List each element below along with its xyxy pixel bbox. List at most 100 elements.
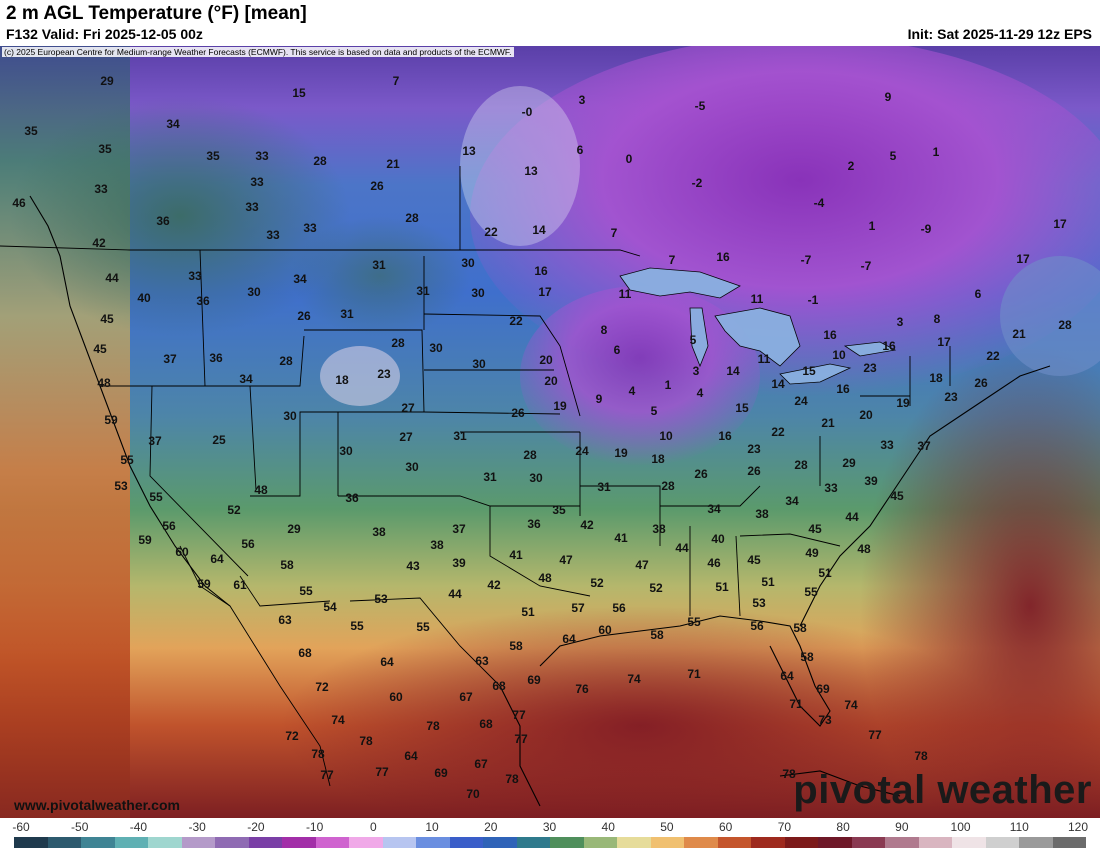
temperature-label: 5 [689, 333, 697, 347]
temperature-label: 78 [914, 749, 928, 763]
colorbar-swatch [449, 837, 483, 848]
temperature-label: 44 [105, 271, 119, 285]
colorbar-tick-label: 100 [950, 820, 971, 834]
colorbar-swatch [248, 837, 282, 848]
temperature-label: 63 [278, 613, 292, 627]
temperature-label: 39 [864, 474, 878, 488]
temperature-label: 52 [649, 581, 663, 595]
temperature-label: 11 [757, 352, 771, 366]
temperature-label: 55 [299, 584, 313, 598]
init-time: Init: Sat 2025-11-29 12z EPS [907, 26, 1092, 42]
colorbar-swatch [349, 837, 383, 848]
temperature-label: 1 [932, 145, 940, 159]
colorbar-tick-label: 40 [601, 820, 615, 834]
temperature-label: 22 [484, 225, 498, 239]
temperature-label: 30 [472, 357, 486, 371]
colorbar-swatch [1019, 837, 1053, 848]
temperature-label: 16 [716, 250, 730, 264]
temperature-map[interactable]: (c) 2025 European Centre for Medium-rang… [0, 46, 1100, 818]
colorbar-swatch [617, 837, 651, 848]
temperature-label: 55 [687, 615, 701, 629]
temperature-label: 58 [800, 650, 814, 664]
temperature-label: 34 [785, 494, 799, 508]
temperature-label: 45 [100, 312, 114, 326]
temperature-label: 36 [209, 351, 223, 365]
temperature-label: 24 [794, 394, 808, 408]
temperature-label: 3 [578, 93, 586, 107]
temperature-label: 67 [474, 757, 488, 771]
colorbar-swatch [885, 837, 919, 848]
temperature-label: 5 [889, 149, 897, 163]
temperature-label: 78 [311, 747, 325, 761]
temperature-label: 29 [100, 74, 114, 88]
temperature-label: 28 [1058, 318, 1072, 332]
temperature-label: 73 [818, 713, 832, 727]
temperature-label: 44 [845, 510, 859, 524]
temperature-label: 38 [372, 525, 386, 539]
temperature-label: 44 [448, 587, 462, 601]
temperature-label: 53 [752, 596, 766, 610]
temperature-label: 23 [944, 390, 958, 404]
temperature-label: 36 [156, 214, 170, 228]
temperature-label: 37 [163, 352, 177, 366]
temperature-label: 8 [600, 323, 608, 337]
temperature-label: 20 [544, 374, 558, 388]
temperature-label: 51 [761, 575, 775, 589]
temperature-label: 20 [539, 353, 553, 367]
temperature-label: 31 [340, 307, 354, 321]
colorbar-tick-label: 50 [660, 820, 674, 834]
temperature-label: 6 [974, 287, 982, 301]
temperature-label: 9 [884, 90, 892, 104]
temperature-label: 16 [823, 328, 837, 342]
temperature-label: 17 [1053, 217, 1067, 231]
temperature-label: 11 [750, 292, 764, 306]
copyright-notice: (c) 2025 European Centre for Medium-rang… [2, 47, 514, 57]
colorbar-tick-label: 60 [718, 820, 733, 834]
temperature-label: 35 [206, 149, 220, 163]
temperature-label: 25 [212, 433, 226, 447]
temperature-label: 18 [335, 373, 349, 387]
temperature-label: 38 [652, 522, 666, 536]
temperature-label: 26 [511, 406, 525, 420]
colorbar-swatch [985, 837, 1019, 848]
temperature-label: 48 [857, 542, 871, 556]
colorbar-swatch [282, 837, 316, 848]
temperature-label: 51 [715, 580, 729, 594]
temperature-label: 72 [285, 729, 299, 743]
temperature-label: 30 [339, 444, 353, 458]
temperature-label: 45 [747, 553, 761, 567]
temperature-label: 19 [614, 446, 628, 460]
temperature-label: 28 [313, 154, 327, 168]
temperature-label: 55 [416, 620, 430, 634]
temperature-label: 40 [137, 291, 151, 305]
temperature-label: -4 [813, 196, 825, 210]
temperature-label: 54 [323, 600, 337, 614]
temperature-label: -2 [691, 176, 703, 190]
colorbar-tick-label: 70 [777, 820, 792, 834]
temperature-label: 40 [711, 532, 725, 546]
colorbar-swatch [918, 837, 952, 848]
temperature-label: 43 [406, 559, 420, 573]
site-url[interactable]: www.pivotalweather.com [14, 797, 180, 813]
temperature-label: 35 [24, 124, 38, 138]
colorbar-tick-label: 120 [1067, 820, 1089, 834]
temperature-label: 3 [692, 364, 700, 378]
colorbar-swatch [818, 837, 852, 848]
temperature-label: 16 [836, 382, 850, 396]
temperature-label: 4 [628, 384, 636, 398]
colorbar-swatch [851, 837, 885, 848]
temperature-label: 21 [386, 157, 400, 171]
colorbar-tick-label: 10 [425, 820, 439, 834]
temperature-label: 78 [505, 772, 519, 786]
temperature-label: 33 [824, 481, 838, 495]
temperature-label: 69 [434, 766, 448, 780]
temperature-label: 26 [370, 179, 384, 193]
temperature-label: 7 [392, 74, 400, 88]
temperature-label: 69 [527, 673, 541, 687]
temperature-label: 56 [612, 601, 626, 615]
temperature-label: 6 [613, 343, 621, 357]
temperature-label: 34 [293, 272, 307, 286]
temperature-label: 59 [197, 577, 211, 591]
temperature-label: 19 [553, 399, 567, 413]
temperature-label: 28 [661, 479, 675, 493]
